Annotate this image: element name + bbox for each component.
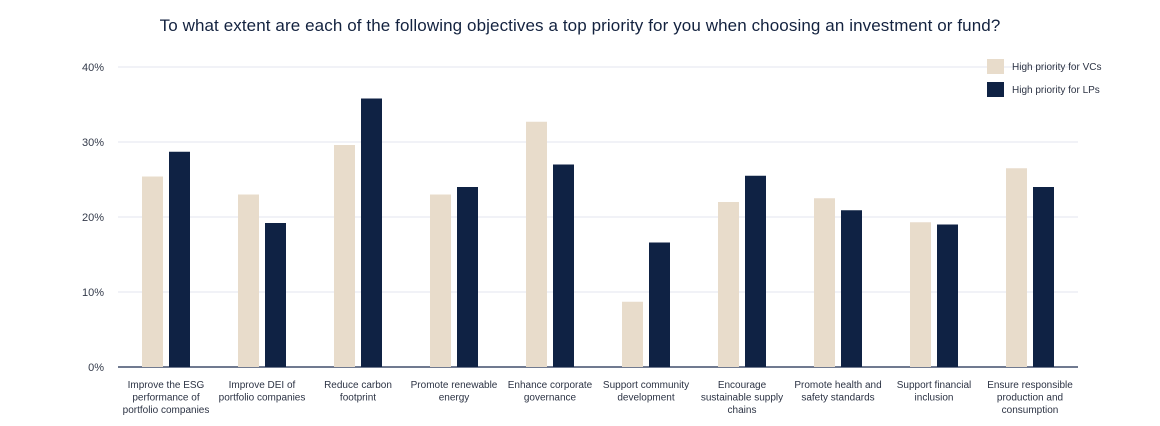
bar-vcs — [334, 145, 355, 367]
x-tick-label: Improve DEI of portfolio companies — [219, 380, 306, 404]
x-axis-labels: Improve the ESG performance of portfolio c… — [123, 380, 1074, 416]
legend-label: High priority for LPs — [1012, 85, 1100, 96]
y-axis-ticks: 0% 10% 20% 30% 40% — [82, 62, 104, 374]
bar-vcs — [814, 198, 835, 367]
bar-vcs — [526, 121, 547, 367]
legend: High priority for VCs High priority for L… — [987, 59, 1101, 97]
y-tick-label: 30% — [82, 137, 104, 149]
x-tick-label: Reduce carbon footprint — [324, 380, 392, 404]
gridlines — [118, 66, 1078, 368]
bar-lps — [265, 223, 286, 367]
bar-lps — [937, 224, 958, 367]
legend-swatch — [987, 59, 1004, 74]
x-tick-label: Support community development — [603, 380, 689, 404]
bar-lps — [1033, 187, 1054, 367]
bar-vcs — [1006, 168, 1027, 367]
x-tick-label: Encourage sustainable supply chains — [701, 380, 783, 416]
bar-vcs — [910, 222, 931, 367]
x-tick-label: Enhance corporate governance — [508, 380, 593, 404]
bar-lps — [649, 242, 670, 367]
x-tick-label: Promote renewable energy — [411, 380, 498, 404]
y-tick-label: 40% — [82, 62, 104, 74]
y-tick-label: 0% — [88, 362, 104, 374]
legend-label: High priority for VCs — [1012, 62, 1101, 73]
x-tick-label: Ensure responsible production and consumpt… — [987, 380, 1073, 416]
x-tick-label: Support financial inclusion — [897, 380, 972, 404]
chart-title: To what extent are each of the following… — [159, 16, 1001, 35]
bar-vcs — [238, 194, 259, 367]
bar-lps — [841, 210, 862, 367]
bar-lps — [169, 151, 190, 367]
bar-lps — [553, 164, 574, 367]
x-tick-label: Promote health and safety standards — [794, 380, 881, 404]
y-tick-label: 10% — [82, 287, 104, 299]
bar-lps — [745, 175, 766, 367]
legend-swatch — [987, 82, 1004, 97]
bar-lps — [457, 187, 478, 367]
bar-vcs — [430, 194, 451, 367]
x-tick-label: Improve the ESG performance of portfolio c… — [123, 380, 210, 416]
y-tick-label: 20% — [82, 212, 104, 224]
bar-vcs — [142, 176, 163, 367]
bars — [142, 98, 1054, 367]
bar-vcs — [718, 202, 739, 367]
bar-lps — [361, 98, 382, 367]
bar-vcs — [622, 301, 643, 367]
